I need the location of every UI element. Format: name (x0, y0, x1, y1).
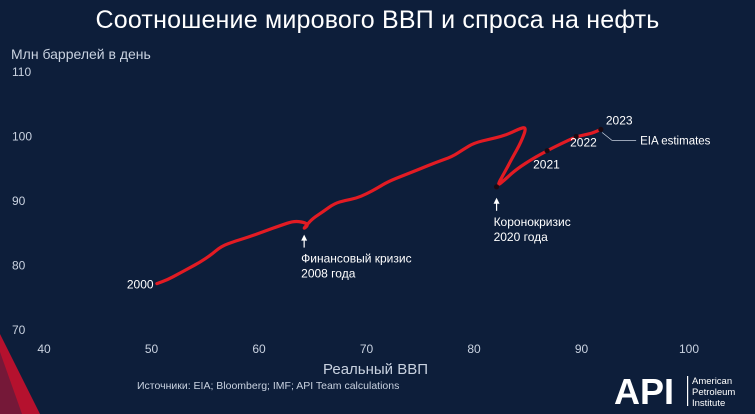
point-label-2022: 2022 (570, 136, 597, 150)
eia-estimates-label: EIA estimates (640, 136, 711, 148)
x-tick-label: 70 (360, 342, 374, 356)
annotation-arrowhead (493, 197, 500, 204)
point-label-2021: 2021 (533, 158, 560, 172)
annotation-line-1: Финансовый кризис (301, 252, 411, 266)
eia-leader-line (601, 132, 613, 141)
x-axis-label: Реальный ВВП (323, 361, 428, 378)
y-tick-label: 70 (12, 323, 26, 337)
point-label-2000: 2000 (127, 278, 154, 292)
api-logo-text: American Petroleum Institute (692, 376, 735, 409)
data-point-marker (544, 148, 550, 154)
x-tick-label: 100 (679, 342, 699, 356)
api-logo: API (614, 372, 689, 410)
annotation-line-2: 2008 года (301, 267, 356, 281)
data-point-marker (573, 133, 579, 140)
x-tick-label: 60 (252, 342, 266, 356)
chart-title: Соотношение мирового ВВП и спроса на неф… (95, 6, 660, 34)
x-tick-label: 90 (575, 342, 589, 356)
source-note: Источники: EIA; Bloomberg; IMF; API Team… (137, 380, 400, 392)
annotation-arrowhead (301, 234, 308, 241)
y-axis-label: Млн баррелей в день (11, 46, 151, 62)
annotation-line-1: Коронокризис (494, 215, 571, 229)
point-label-2023: 2023 (606, 113, 633, 127)
y-tick-label: 100 (12, 130, 32, 144)
y-tick-label: 80 (12, 259, 26, 273)
logo-text-line-3: Institute (692, 398, 726, 409)
series-line (155, 126, 603, 286)
api-logo-mark: API (614, 372, 674, 410)
logo-text-line-1: American (692, 376, 733, 387)
data-point-marker (598, 126, 604, 133)
x-tick-label: 40 (37, 342, 51, 356)
x-tick-label: 80 (467, 342, 481, 356)
y-tick-label: 90 (12, 194, 26, 208)
x-tick-label: 50 (145, 342, 159, 356)
y-tick-label: 110 (12, 65, 31, 79)
annotation-line-2: 2020 года (494, 230, 549, 244)
logo-text-line-2: Petroleum (692, 387, 736, 398)
data-point-marker (493, 184, 500, 190)
